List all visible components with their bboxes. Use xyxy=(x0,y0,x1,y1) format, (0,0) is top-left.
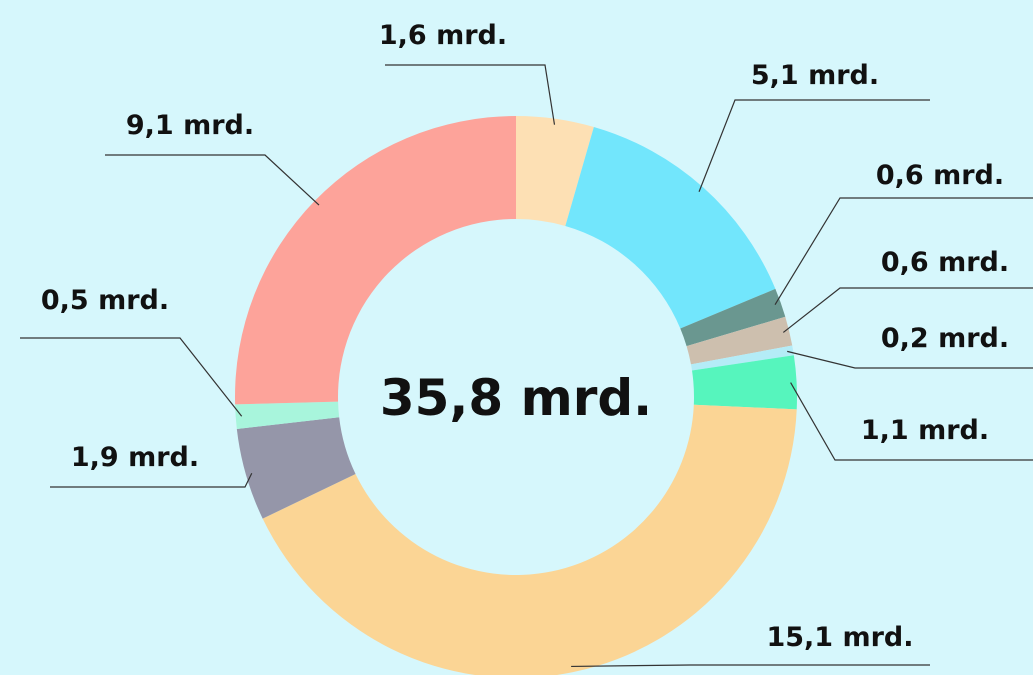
slice xyxy=(235,401,340,429)
leader-line xyxy=(105,154,320,206)
slice xyxy=(680,288,786,347)
leader-line xyxy=(20,337,243,417)
slice xyxy=(692,355,797,410)
slice xyxy=(516,116,594,226)
value-label: 5,1 mrd. xyxy=(751,60,879,91)
slice xyxy=(235,116,517,405)
slice xyxy=(686,316,793,365)
slice xyxy=(690,345,794,371)
value-label: 15,1 mrd. xyxy=(766,622,913,653)
leader-line xyxy=(782,287,1033,333)
leader-line xyxy=(50,472,253,488)
leader-line xyxy=(698,99,930,192)
value-label: 1,1 mrd. xyxy=(861,415,989,446)
leader-line xyxy=(571,664,930,668)
slice xyxy=(565,127,776,329)
leader-line xyxy=(790,382,1033,461)
leader-line xyxy=(774,197,1033,306)
value-label: 0,5 mrd. xyxy=(41,285,169,316)
slice xyxy=(236,417,356,519)
value-label: 0,6 mrd. xyxy=(876,160,1004,191)
value-label: 1,6 mrd. xyxy=(379,20,507,51)
value-label: 0,2 mrd. xyxy=(881,323,1009,354)
leader-line xyxy=(787,350,1033,369)
value-label: 0,6 mrd. xyxy=(881,247,1009,278)
slice xyxy=(262,404,797,675)
leader-line xyxy=(385,64,556,125)
center-label: 35,8 mrd. xyxy=(380,369,652,427)
value-label: 1,9 mrd. xyxy=(71,442,199,473)
value-label: 9,1 mrd. xyxy=(126,110,254,141)
